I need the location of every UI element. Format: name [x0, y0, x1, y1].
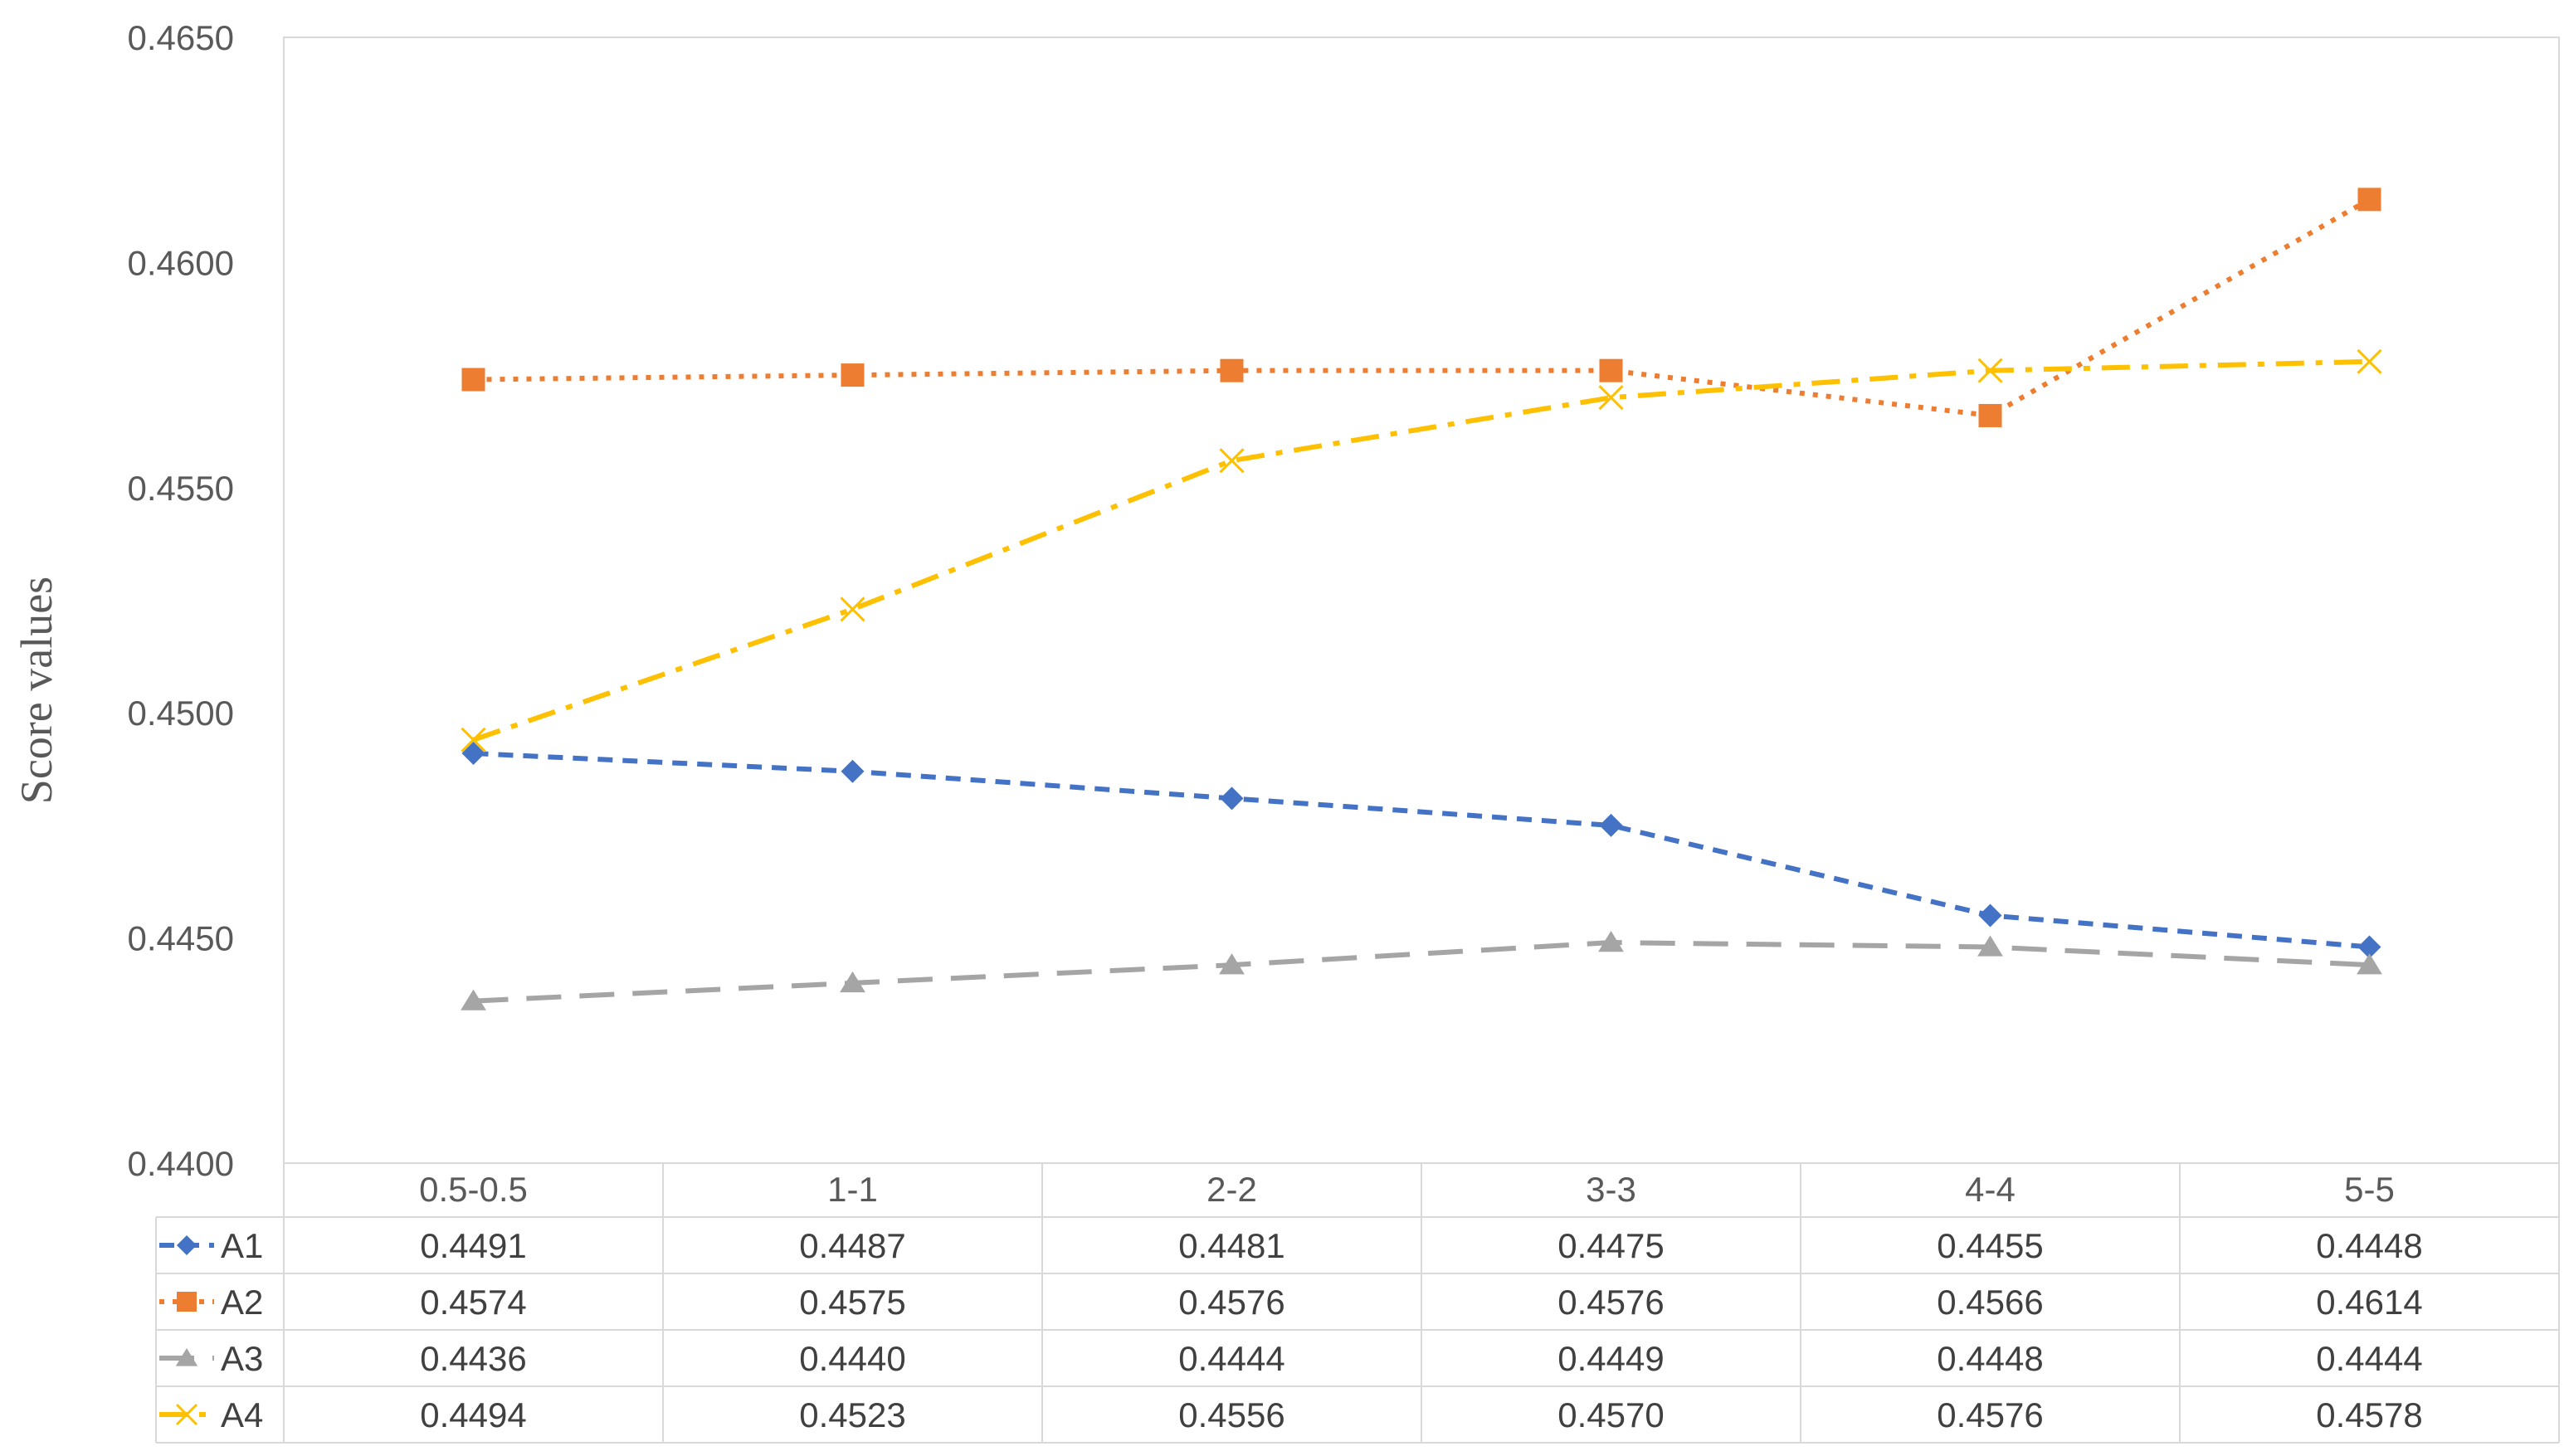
legend-key-marker-a4-stroke [175, 1403, 198, 1426]
legend-key-marker-a3 [175, 1348, 198, 1366]
x-tick-label: 5-5 [2344, 1170, 2395, 1209]
legend-series-name: A4 [221, 1395, 263, 1434]
y-axis-label: Score values [12, 577, 61, 804]
y-tick-label: 0.4500 [128, 694, 234, 733]
table-value-a1: 0.4448 [2316, 1226, 2422, 1265]
point-a1 [841, 759, 865, 783]
x-tick-label: 4-4 [1965, 1170, 2016, 1209]
y-tick-label: 0.4650 [128, 18, 234, 57]
table-value-a3: 0.4440 [799, 1339, 905, 1378]
table-value-a2: 0.4566 [1937, 1283, 2043, 1322]
point-a3 [1219, 953, 1245, 975]
series-markers [461, 187, 2382, 1010]
point-a2 [841, 363, 865, 387]
table-value-a2: 0.4574 [420, 1283, 526, 1322]
table-value-a3: 0.4444 [1178, 1339, 1284, 1378]
point-a3 [840, 971, 865, 993]
table-value-a3: 0.4444 [2316, 1339, 2422, 1378]
y-tick-label: 0.4550 [128, 469, 234, 508]
point-a3 [1977, 935, 2003, 957]
point-a3 [2357, 953, 2382, 975]
point-a1 [1599, 813, 1623, 837]
point-a4 [1598, 385, 1624, 411]
point-a4-stroke [1219, 448, 1245, 474]
y-axis: 0.4400 0.4450 0.4500 0.4550 0.4600 0.4650 [128, 18, 234, 1183]
point-a1 [461, 742, 485, 766]
legend-key-marker-a4 [175, 1403, 198, 1426]
point-a2 [2357, 187, 2381, 212]
table-value-a2: 0.4614 [2316, 1283, 2422, 1322]
series-line-a1 [473, 751, 2370, 950]
x-tick-label: 1-1 [827, 1170, 878, 1209]
legend-series-name: A2 [221, 1283, 263, 1322]
series-line-a4 [472, 358, 2370, 743]
x-tick-label: 0.5-0.5 [419, 1170, 528, 1209]
point-a4 [1977, 358, 2003, 383]
point-a4 [461, 727, 486, 752]
table-value-a4: 0.4576 [1937, 1395, 2043, 1434]
table-value-a4: 0.4556 [1178, 1395, 1284, 1434]
table-value-a3: 0.4436 [420, 1339, 526, 1378]
table-value-a1: 0.4455 [1937, 1226, 2043, 1265]
y-tick-label: 0.4400 [128, 1144, 234, 1183]
point-a4 [840, 597, 865, 622]
point-a4-stroke [1977, 358, 2003, 383]
point-a2 [461, 368, 485, 392]
table-value-a3: 0.4448 [1937, 1339, 2043, 1378]
point-a1 [2357, 935, 2381, 959]
point-a2 [1599, 358, 1623, 382]
table-value-a1: 0.4491 [420, 1226, 526, 1265]
point-a3 [461, 989, 486, 1010]
point-a4 [2357, 348, 2382, 374]
data-table-grid [155, 1163, 2560, 1444]
x-tick-label: 2-2 [1206, 1170, 1257, 1209]
x-tick-label: 3-3 [1586, 1170, 1636, 1209]
point-a4-stroke [1598, 385, 1624, 411]
point-a1 [1220, 786, 1244, 811]
table-value-a1: 0.4475 [1557, 1226, 1664, 1265]
x-axis: 0.5-0.5 1-1 2-2 3-3 4-4 5-5 [419, 1170, 2395, 1209]
point-a1 [1978, 903, 2002, 928]
point-a4-stroke [2357, 348, 2382, 374]
point-a4-stroke [461, 727, 486, 752]
point-a4 [1219, 448, 1245, 474]
table-value-a1: 0.4481 [1178, 1226, 1284, 1265]
table-value-a4: 0.4494 [420, 1395, 526, 1434]
table-value-a4: 0.4523 [799, 1395, 905, 1434]
point-a2 [1978, 403, 2002, 427]
table-value-a4: 0.4578 [2316, 1395, 2422, 1434]
legend-series-name: A1 [221, 1226, 263, 1265]
table-value-a1: 0.4487 [799, 1226, 905, 1265]
legend-key-marker-a2 [177, 1292, 197, 1312]
data-table: A1 0.4491 0.4487 0.4481 0.4475 0.4455 0.4448 A2… [159, 1226, 2423, 1434]
y-tick-label: 0.4450 [128, 919, 234, 958]
table-value-a4: 0.4570 [1557, 1395, 1664, 1434]
point-a3 [1598, 931, 1624, 952]
point-a4-stroke [840, 597, 865, 622]
table-value-a2: 0.4576 [1557, 1283, 1664, 1322]
table-value-a3: 0.4449 [1557, 1339, 1664, 1378]
series-lines [472, 197, 2371, 1004]
table-value-a2: 0.4576 [1178, 1283, 1284, 1322]
y-tick-label: 0.4600 [128, 243, 234, 282]
plot-area [283, 37, 2560, 1164]
legend-series-name: A3 [221, 1339, 263, 1378]
table-value-a2: 0.4575 [799, 1283, 905, 1322]
point-a2 [1220, 358, 1244, 382]
legend-key-marker-a1 [177, 1235, 197, 1255]
